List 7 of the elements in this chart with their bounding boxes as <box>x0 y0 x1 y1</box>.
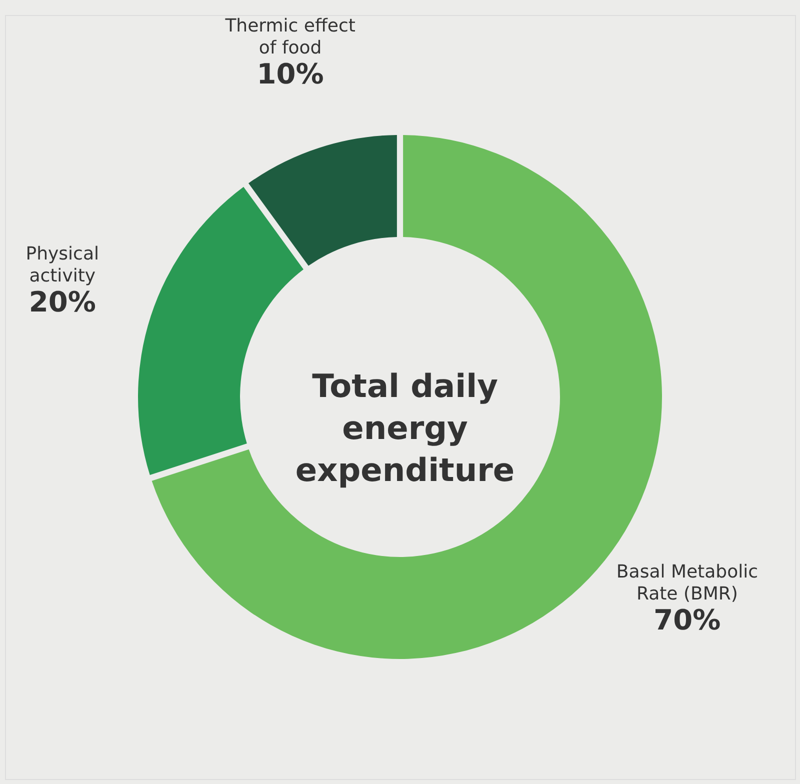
data-label: 20% <box>28 285 96 318</box>
slice-label: Basal Metabolic Rate (BMR) <box>616 562 758 605</box>
data-label: 10% <box>256 57 324 90</box>
text: Total daily energy expenditure <box>295 367 515 489</box>
slice-label: Thermic effect of food <box>224 15 356 58</box>
data-label: 70% <box>654 604 721 637</box>
slice-label: Physical activity <box>26 243 99 286</box>
